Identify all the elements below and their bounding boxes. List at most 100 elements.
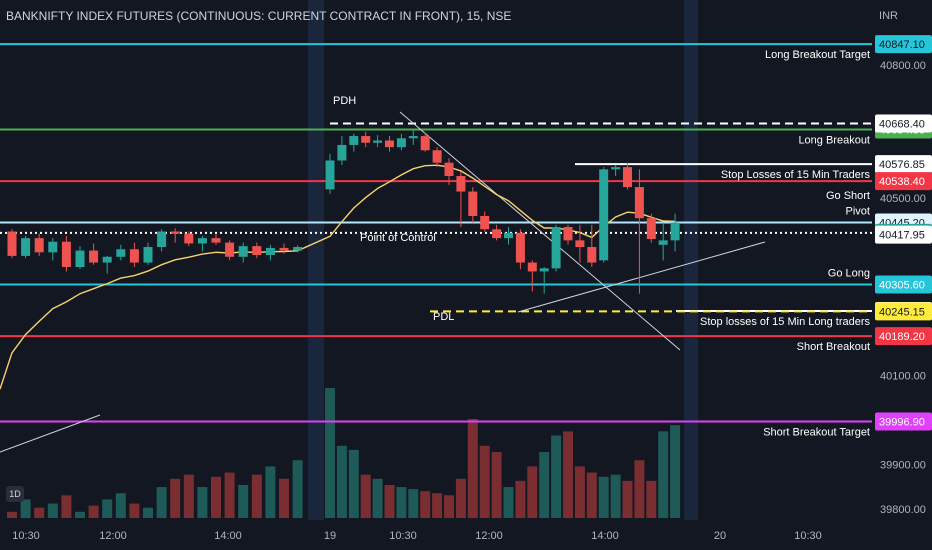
candle-body [385, 140, 394, 148]
volume-bar [360, 474, 371, 518]
level-label: Short Breakout [797, 341, 870, 353]
candle-body [575, 240, 585, 248]
price-axis-bg [872, 0, 932, 550]
moving-average [0, 164, 676, 390]
candle-body [504, 232, 513, 239]
currency-label: INR [879, 10, 898, 22]
volume-bar [75, 511, 85, 518]
volume-bar [658, 431, 669, 518]
candle-body [143, 247, 153, 263]
volume-bar [129, 503, 140, 518]
price-tag [875, 35, 932, 54]
level-label: Stop losses of 15 Min Long traders [700, 316, 870, 328]
level-label: Short Breakout Target [763, 427, 870, 439]
volume-bar [491, 451, 502, 518]
candle-body [349, 136, 359, 145]
candle-body [238, 246, 248, 257]
price-tag-label: 40189.20 [879, 331, 925, 343]
volume-bar [432, 493, 443, 518]
candle-body [21, 238, 31, 256]
trend-line [399, 111, 681, 351]
candle-body [444, 162, 454, 177]
trend-line [517, 241, 766, 313]
volume-bar [238, 484, 249, 518]
candle-body [539, 268, 549, 272]
price-tick-label: 39800.00 [880, 504, 926, 516]
candle-body [611, 167, 621, 170]
candle-body [170, 231, 180, 234]
candle-body [587, 247, 597, 263]
candle-body [293, 247, 303, 251]
volume-bar [47, 503, 58, 518]
candle-body [432, 150, 442, 163]
price-axis: 40800.00 40500.00 40100.00 39900.00 39800.00 [872, 0, 932, 550]
trend-line [0, 414, 101, 453]
candle-body [252, 246, 262, 256]
volume-bar [224, 472, 235, 518]
volume-bar [539, 451, 550, 518]
time-axis-bg [0, 520, 872, 550]
candle-body [48, 241, 58, 253]
session-end-highlight [684, 0, 698, 520]
volume-bar [634, 460, 645, 518]
volume-bar [197, 487, 208, 518]
chart-annotation: PDL [433, 311, 454, 323]
candle-body [456, 176, 466, 192]
tradingview-logo[interactable]: 1D [6, 486, 24, 502]
level-label: Stop Losses of 15 Min Traders [721, 169, 871, 181]
candle-body [551, 227, 561, 269]
price-tag [875, 225, 932, 244]
volume-bar [211, 476, 221, 518]
candle-body [658, 240, 668, 245]
candle-body [279, 247, 289, 251]
level-label: Go Short [826, 190, 870, 202]
volume-bar [467, 418, 478, 518]
candle-body [515, 232, 525, 263]
chart-annotation: PDH [333, 95, 356, 107]
candle-body [129, 249, 139, 263]
volume-bar [325, 388, 335, 518]
volume-bar [563, 431, 573, 518]
price-tag-label: 40668.40 [879, 118, 925, 130]
volume-bar [455, 478, 466, 518]
volume-bars [7, 388, 681, 518]
price-tick-label: 40500.00 [880, 193, 926, 205]
volume-bar [265, 466, 276, 518]
volume-bar [515, 480, 526, 518]
volume-bar [115, 493, 126, 518]
candle-body [61, 241, 71, 267]
price-tag [875, 302, 932, 321]
time-tick-label: 10:30 [389, 530, 417, 542]
candle-body [480, 215, 490, 230]
candle-body [563, 227, 573, 241]
price-tag-label: 40417.95 [879, 230, 925, 242]
price-tag [875, 172, 932, 191]
price-tag-label: 40538.40 [879, 176, 925, 188]
price-tick-label: 40800.00 [880, 60, 926, 72]
price-tag [875, 275, 932, 294]
level-label: Long Breakout [798, 134, 870, 146]
volume-bar [646, 480, 657, 518]
price-tag-label: 40305.60 [879, 279, 925, 291]
price-tag [875, 327, 932, 346]
volume-bar [420, 491, 431, 518]
time-tick-label: 10:30 [12, 530, 40, 542]
chart-annotation: Point of Control [360, 232, 436, 244]
candle-body [34, 238, 44, 253]
volume-bar [251, 474, 262, 518]
candle-body [102, 256, 112, 263]
candle-body [420, 136, 430, 151]
candles [7, 129, 680, 294]
volume-bar [574, 466, 585, 518]
volume-bar [622, 480, 633, 518]
volume-bar [384, 484, 395, 518]
time-axis: 10:30 12:00 14:00 19 10:30 12:00 14:00 20 10:30 [0, 520, 872, 550]
candle-body [225, 242, 235, 257]
price-tag-label: 39996.90 [879, 417, 925, 429]
candle-body [157, 231, 167, 248]
candle-body [468, 191, 478, 216]
candle-body [527, 262, 537, 272]
price-tick-label: 39900.00 [880, 460, 926, 472]
